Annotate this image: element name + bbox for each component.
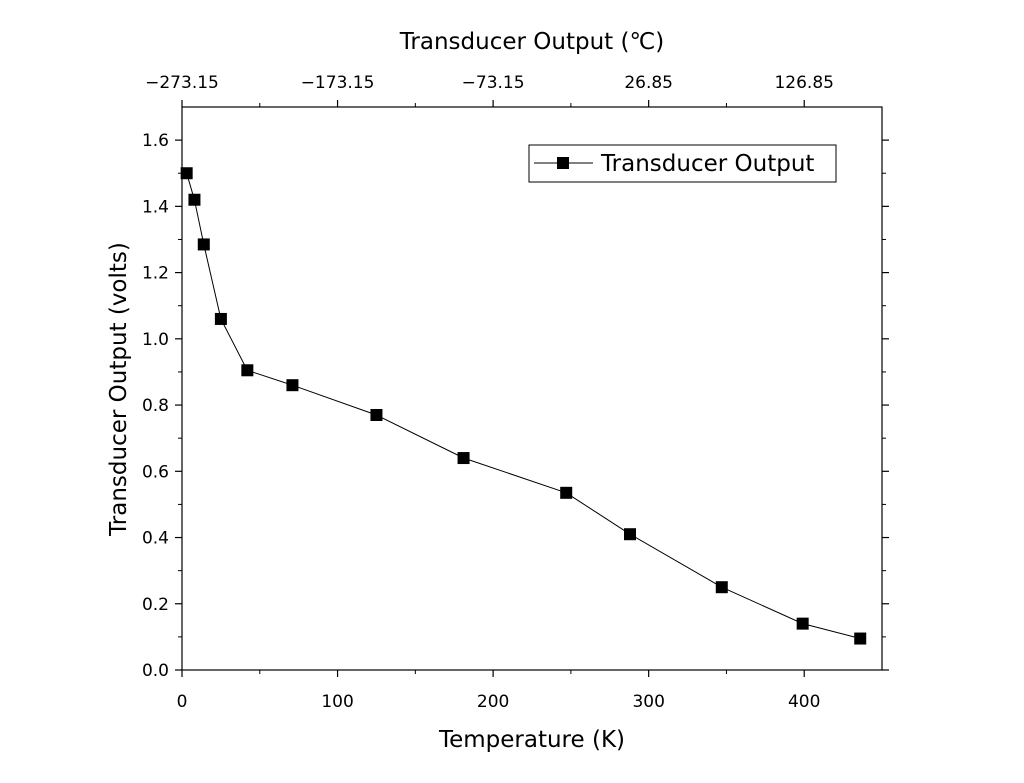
- y-tick-label: 1.2: [142, 264, 169, 284]
- legend: Transducer Output: [528, 144, 837, 183]
- top-tick-label: 26.85: [624, 73, 673, 93]
- x-tick-label: 300: [632, 692, 664, 712]
- data-point: [457, 452, 470, 465]
- data-point: [370, 408, 383, 421]
- series-group: [180, 167, 867, 645]
- data-point: [854, 632, 867, 645]
- top-tick-label: −173.15: [301, 73, 375, 93]
- y-tick-label: 0.6: [142, 462, 169, 482]
- data-point: [188, 193, 201, 206]
- x-tick-label: 100: [321, 692, 353, 712]
- x-axis-title: Temperature (K): [438, 727, 625, 753]
- data-point: [286, 379, 299, 392]
- top-axis-ticks: −273.15 −173.15 −73.15 26.85 126.85: [145, 73, 834, 107]
- data-point: [560, 486, 573, 499]
- x-tick-label: 0: [177, 692, 188, 712]
- top-axis-title: Transducer Output (℃): [399, 29, 665, 55]
- legend-label: Transducer Output: [600, 151, 814, 177]
- x-tick-label: 400: [788, 692, 820, 712]
- data-point: [241, 364, 254, 377]
- data-point: [180, 167, 193, 180]
- data-point: [214, 312, 227, 325]
- top-tick-label: 126.85: [774, 73, 833, 93]
- x-axis-ticks: 0 100 200 300 400: [177, 670, 820, 712]
- y-axis-ticks: 0.0 0.2 0.4 0.6 0.8 1.0 1.2 1.4 1.6: [142, 131, 889, 681]
- top-tick-label: −273.15: [145, 73, 219, 93]
- data-point: [197, 238, 210, 251]
- data-point: [715, 581, 728, 594]
- series-line: [186, 173, 861, 639]
- legend-marker-sample: [557, 157, 569, 169]
- data-point: [796, 617, 809, 630]
- y-tick-label: 0.4: [142, 529, 169, 549]
- y-tick-label: 1.0: [142, 330, 169, 350]
- y-tick-label: 1.4: [142, 197, 169, 217]
- y-tick-label: 0.8: [142, 396, 169, 416]
- y-tick-label: 0.2: [142, 595, 169, 615]
- y-tick-label: 0.0: [142, 661, 169, 681]
- data-point: [624, 528, 636, 541]
- y-axis-title: Transducer Output (volts): [106, 242, 132, 537]
- top-tick-label: −73.15: [462, 73, 525, 93]
- plot-frame: [181, 106, 883, 671]
- x-tick-label: 200: [477, 692, 509, 712]
- y-tick-label: 1.6: [142, 131, 169, 151]
